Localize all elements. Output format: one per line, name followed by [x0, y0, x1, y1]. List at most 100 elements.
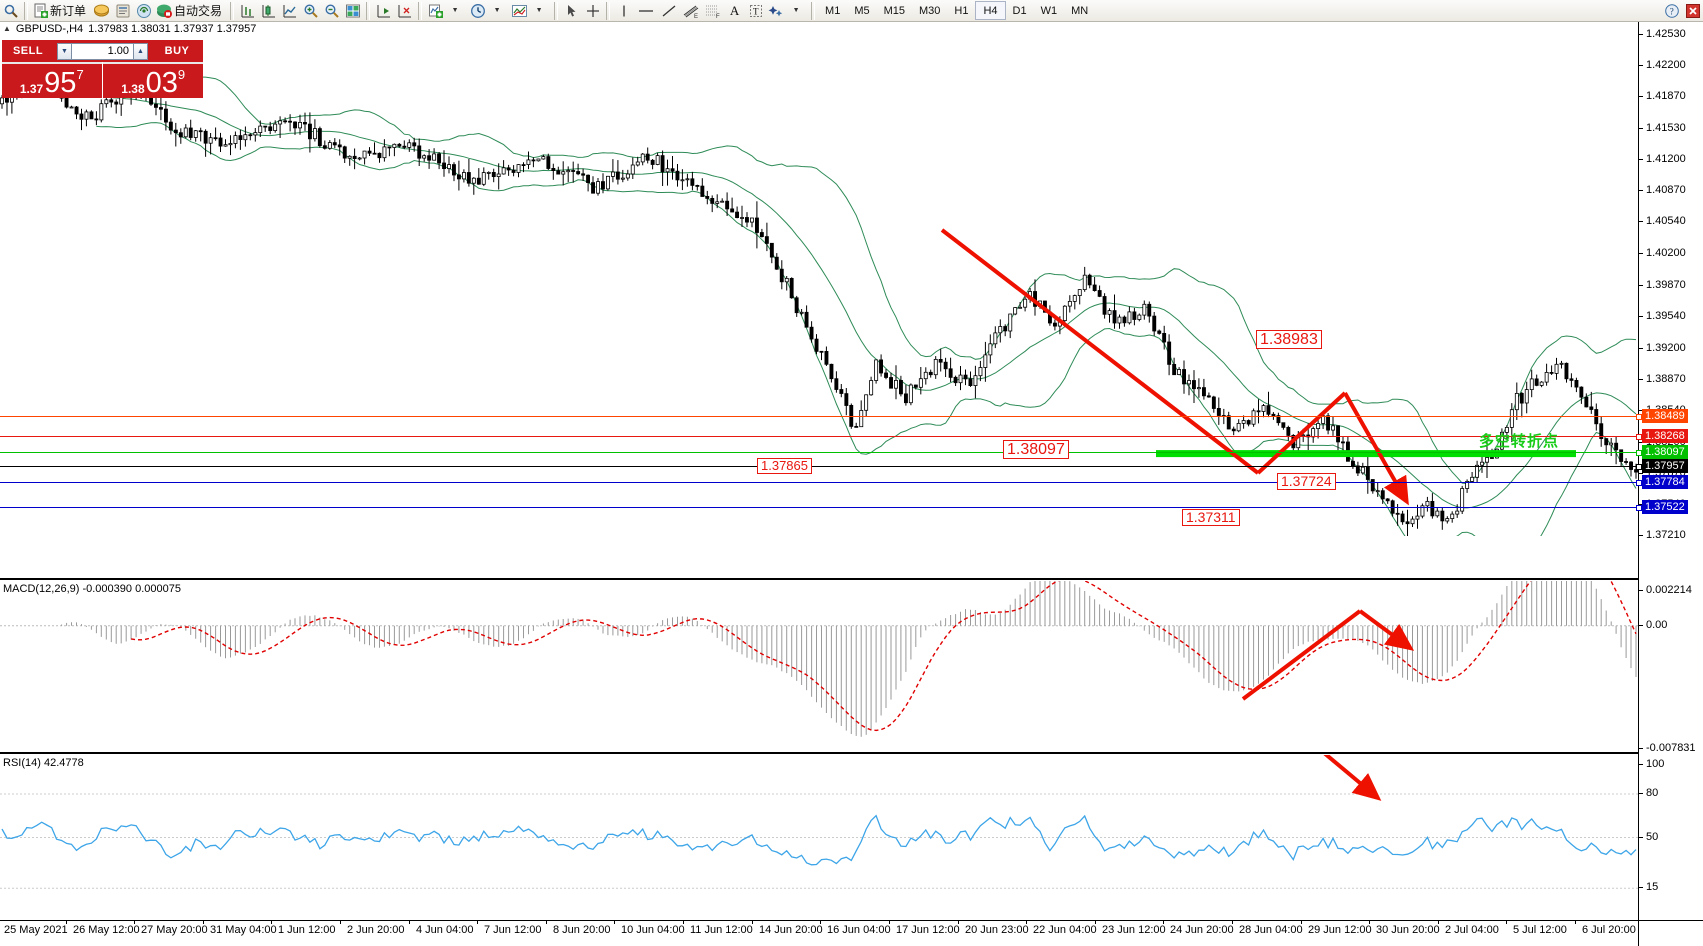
zoom-out-icon[interactable] — [321, 1, 342, 21]
search-icon[interactable] — [0, 1, 21, 21]
volume-stepper[interactable]: ▼ 1.00 ▲ — [54, 40, 151, 62]
cursor-icon[interactable] — [561, 1, 582, 21]
collapse-triangle-icon[interactable]: ▲ — [3, 24, 11, 33]
news-icon[interactable] — [112, 1, 133, 21]
zoom-in-icon[interactable] — [300, 1, 321, 21]
price-level-chip[interactable]: 1.37522 — [1642, 499, 1688, 514]
templates-icon[interactable] — [509, 1, 530, 21]
trendline-icon[interactable] — [658, 1, 680, 21]
chart-shift-icon[interactable] — [373, 1, 394, 21]
sell-price-display[interactable]: 1.37 95 7 — [2, 62, 102, 98]
indicators-icon[interactable] — [425, 1, 446, 21]
price-level-line[interactable] — [0, 504, 1642, 511]
equidistant-channel-icon[interactable]: E — [680, 1, 702, 21]
sell-price-prefix: 1.37 — [19, 82, 44, 96]
period-icon[interactable] — [467, 1, 488, 21]
price-axis-tick: 1.42530 — [1639, 28, 1686, 40]
macd-pane[interactable] — [0, 581, 1638, 753]
timeframe-mn[interactable]: MN — [1071, 4, 1089, 17]
svg-text:?: ? — [1669, 6, 1673, 16]
buy-price-display[interactable]: 1.38 03 9 — [103, 62, 203, 98]
price-level-line[interactable] — [0, 434, 1642, 441]
annotation-mid-label[interactable]: 1.38097 — [1003, 440, 1069, 459]
volume-decrement-button[interactable]: ▼ — [57, 42, 72, 60]
axis-corner — [1638, 920, 1703, 946]
price-level-chip[interactable]: 1.37957 — [1642, 458, 1688, 473]
gold-icon[interactable] — [91, 1, 112, 21]
help-icon[interactable]: ? — [1661, 1, 1682, 21]
time-axis[interactable]: 25 May 2021 26 May 12:00 27 May 20:00 31 Ma… — [0, 920, 1638, 946]
period-dropdown-caret[interactable]: ▼ — [493, 7, 501, 14]
level-handle[interactable] — [1636, 434, 1642, 441]
level-handle[interactable] — [1636, 504, 1642, 511]
indicators-dropdown-caret[interactable]: ▼ — [451, 7, 459, 14]
bar-chart-icon[interactable] — [237, 1, 258, 21]
timeframe-m30[interactable]: M30 — [919, 4, 941, 17]
signals-icon[interactable] — [133, 1, 154, 21]
level-handle[interactable] — [1636, 450, 1642, 457]
price-level-chip[interactable]: 1.37784 — [1642, 474, 1688, 489]
timeframe-h1[interactable]: H1 — [954, 4, 969, 17]
price-level-line[interactable] — [0, 413, 1642, 420]
timeframe-m1[interactable]: M1 — [825, 4, 841, 17]
time-axis-tick: 31 May 04:00 — [203, 920, 277, 936]
volume-input[interactable]: 1.00 — [72, 42, 133, 60]
auto-scroll-icon[interactable] — [394, 1, 415, 21]
main-toolbar: 新订单 自动交易 — [0, 0, 1703, 22]
horizontal-line-icon[interactable] — [634, 1, 658, 21]
level-handle[interactable] — [1636, 413, 1642, 420]
timeframe-group: M1 M5 M15 M30 H1 H4 D1 W1 MN — [818, 1, 1095, 20]
price-level-line[interactable] — [0, 463, 1642, 470]
buy-price-fraction: 9 — [177, 67, 186, 82]
candlestick-chart-icon[interactable] — [258, 1, 279, 21]
level-handle[interactable] — [1636, 479, 1642, 486]
time-axis-tick: 24 Jun 20:00 — [1163, 920, 1234, 936]
macd-indicator-label: MACD(12,26,9) -0.000390 0.000075 — [3, 583, 181, 595]
price-axis-tick: 1.42200 — [1639, 59, 1686, 71]
one-click-trading-panel[interactable]: SELL ▼ 1.00 ▲ BUY 1.37 95 7 1.38 03 9 — [2, 40, 203, 98]
price-level-chip[interactable]: 1.38268 — [1642, 429, 1688, 444]
timeframe-m5[interactable]: M5 — [854, 4, 870, 17]
level-handle[interactable] — [1636, 463, 1642, 470]
time-axis-tick: 22 Jun 04:00 — [1026, 920, 1097, 936]
price-level-line[interactable] — [0, 479, 1642, 486]
line-chart-icon[interactable] — [279, 1, 300, 21]
shapes-icon[interactable] — [766, 1, 787, 21]
autotrading-label: 自动交易 — [174, 4, 223, 18]
shapes-dropdown-caret[interactable]: ▼ — [792, 7, 800, 14]
crosshair-icon[interactable] — [582, 1, 603, 21]
timeframe-m15[interactable]: M15 — [883, 4, 905, 17]
price-level-line[interactable] — [0, 450, 1642, 457]
rsi-pane[interactable] — [0, 755, 1638, 920]
volume-increment-button[interactable]: ▲ — [133, 42, 148, 60]
annotation-retrace-label[interactable]: 1.37724 — [1277, 473, 1336, 490]
sell-button[interactable]: SELL — [2, 40, 54, 62]
price-level-chip[interactable]: 1.38489 — [1642, 408, 1688, 423]
autotrading-button[interactable]: 自动交易 — [154, 1, 227, 21]
tile-windows-icon[interactable] — [342, 1, 363, 21]
annotation-old-low-label[interactable]: 1.37865 — [757, 458, 812, 474]
pane-divider — [0, 752, 1638, 754]
price-axis[interactable]: 1.42530 1.42200 1.41870 1.41530 1.41200 1.408… — [1638, 22, 1703, 920]
annotation-low-label[interactable]: 1.37311 — [1182, 509, 1240, 526]
fibonacci-icon[interactable]: F — [702, 1, 724, 21]
templates-dropdown-caret[interactable]: ▼ — [535, 7, 543, 14]
price-level-chip[interactable]: 1.38097 — [1642, 445, 1688, 460]
new-order-label: 新订单 — [50, 4, 87, 18]
buy-button[interactable]: BUY — [151, 40, 203, 62]
annotation-high-label[interactable]: 1.38983 — [1256, 330, 1322, 349]
text-label-icon[interactable]: T — [745, 1, 766, 21]
text-icon[interactable]: A — [724, 1, 745, 21]
timeframe-w1[interactable]: W1 — [1040, 4, 1058, 17]
close-icon[interactable] — [1682, 1, 1703, 21]
price-chart-pane[interactable] — [0, 35, 1638, 536]
new-order-button[interactable]: 新订单 — [31, 1, 91, 21]
timeframe-h4[interactable]: H4 — [975, 1, 1006, 20]
time-axis-tick: 5 Jul 12:00 — [1506, 920, 1567, 936]
annotation-turning-point[interactable]: 多空转折点 — [1479, 433, 1560, 450]
time-axis-tick: 16 Jun 04:00 — [820, 920, 891, 936]
vertical-line-icon[interactable] — [613, 1, 634, 21]
timeframe-d1[interactable]: D1 — [1012, 4, 1027, 17]
toolbar-separator — [24, 1, 28, 20]
rsi-axis-tick: 100 — [1639, 758, 1664, 770]
